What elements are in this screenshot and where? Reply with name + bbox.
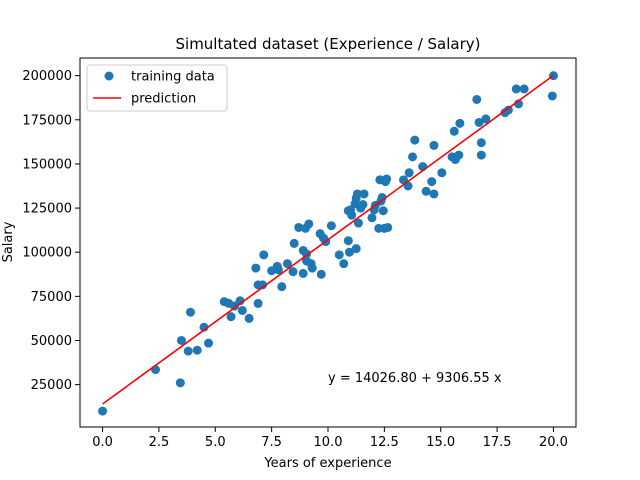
scatter-point (352, 189, 362, 199)
scatter-point (185, 307, 195, 317)
x-tick-label: 7.5 (261, 435, 282, 450)
y-tick-label: 75000 (31, 290, 72, 305)
scatter-point (277, 282, 287, 292)
scatter-point (455, 118, 465, 128)
scatter-point (421, 186, 431, 196)
x-tick-label: 12.5 (370, 435, 399, 450)
scatter-point (251, 263, 261, 273)
scatter-point (258, 280, 268, 290)
scatter-point (334, 250, 344, 260)
x-tick-label: 5.0 (205, 435, 226, 450)
scatter-point (351, 244, 361, 254)
legend-label: training data (131, 70, 215, 85)
scatter-point (273, 265, 283, 275)
scatter-point (359, 189, 369, 199)
scatter-point (519, 84, 529, 94)
scatter-point (237, 305, 247, 315)
scatter-point (192, 345, 202, 355)
scatter-point (503, 105, 513, 115)
scatter-point (437, 168, 447, 178)
equation-annotation: y = 14026.80 + 9306.55 x (328, 371, 502, 386)
scatter-point (382, 174, 392, 184)
scatter-point (204, 338, 214, 348)
y-tick-label: 200000 (22, 69, 72, 84)
scatter-point (344, 247, 354, 257)
x-tick-label: 15.0 (426, 435, 455, 450)
scatter-point (353, 218, 363, 228)
plot-area: y = 14026.80 + 9306.55 x (98, 71, 558, 416)
scatter-point (199, 322, 209, 332)
scatter-point (429, 140, 439, 150)
scatter-point (383, 222, 393, 232)
scatter-point (151, 365, 161, 375)
y-tick-label: 50000 (31, 334, 72, 349)
scatter-point (472, 94, 482, 104)
x-tick-label: 17.5 (483, 435, 512, 450)
scatter-point (307, 263, 317, 273)
scatter-point (253, 298, 263, 308)
scatter-point (298, 268, 308, 278)
x-tick-label: 2.5 (149, 435, 170, 450)
scatter-point (449, 126, 459, 136)
axes: 0.0 2.5 5.0 7.5 10.0 12.5 15.0 17.5 20.0 25000 500… (22, 57, 577, 450)
scatter-point (347, 210, 357, 220)
scatter-point (343, 236, 353, 246)
x-axis-label: Years of experience (263, 456, 391, 471)
scatter-point (282, 259, 292, 269)
y-tick-label: 175000 (22, 113, 72, 128)
x-tick-label: 20.0 (539, 435, 568, 450)
scatter-point (294, 222, 304, 232)
scatter-point (378, 206, 388, 216)
scatter-point (454, 150, 464, 160)
scatter-point (408, 152, 418, 162)
scatter-point (316, 269, 326, 279)
scatter-point (481, 114, 491, 124)
scatter-point (259, 250, 269, 260)
scatter-point (474, 117, 484, 127)
scatter-point (229, 301, 239, 311)
scatter-point (326, 221, 336, 231)
scatter-point (339, 259, 349, 269)
scatter-point (427, 177, 437, 187)
scatter-point (176, 335, 186, 345)
y-axis-label: Salary (1, 221, 16, 262)
scatter-point (429, 189, 439, 199)
scatter-point (367, 213, 377, 223)
scatter-point (226, 312, 236, 322)
legend-marker-training-data (104, 71, 114, 81)
legend: training data prediction (86, 64, 228, 112)
scatter-point (289, 238, 299, 248)
legend-box (86, 64, 228, 112)
scatter-point (476, 150, 486, 160)
y-tick-label: 100000 (22, 246, 72, 261)
scatter-point (358, 200, 368, 210)
scatter-point (404, 168, 414, 178)
scatter-point (304, 219, 314, 229)
prediction-line (102, 74, 554, 405)
y-tick-label: 125000 (22, 202, 72, 217)
scatter-point (476, 138, 486, 148)
scatter-point (98, 406, 108, 416)
y-tick-label: 150000 (22, 157, 72, 172)
legend-label: prediction (131, 92, 196, 107)
scatter-point (244, 313, 254, 323)
scatter-point (175, 378, 185, 388)
x-tick-label: 0.0 (92, 435, 113, 450)
y-tick-label: 25000 (31, 378, 72, 393)
x-tick-label: 10.0 (314, 435, 343, 450)
scatter-point (377, 192, 387, 202)
chart-title: Simultated dataset (Experience / Salary) (176, 35, 481, 53)
scatter-point (288, 267, 298, 277)
scatter-point (410, 135, 420, 145)
scatter-point (183, 346, 193, 356)
scatter-point (547, 91, 557, 101)
scatter-point (511, 84, 521, 94)
